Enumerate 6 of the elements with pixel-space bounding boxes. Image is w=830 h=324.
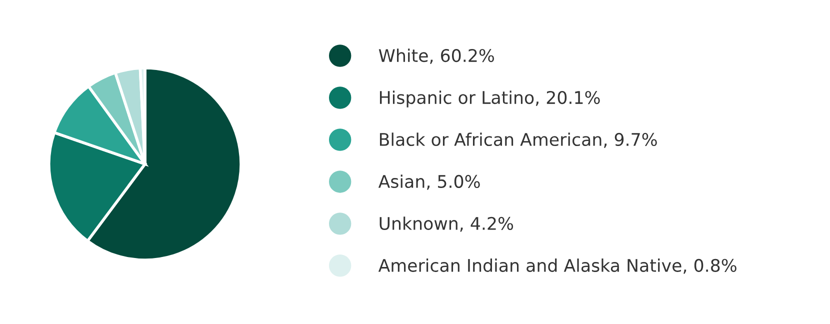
legend-label: Black or African American, 9.7%	[380, 132, 657, 148]
legend-label: Unknown, 4.2%	[380, 216, 514, 232]
legend-label: Asian, 5.0%	[378, 174, 480, 190]
legend-label: White, 60.2%	[378, 48, 494, 64]
legend-label: American Indian and Alaska Native, 0.8%	[378, 258, 736, 274]
legend-label: Hispanic or Latino, 20.1%	[380, 90, 600, 108]
